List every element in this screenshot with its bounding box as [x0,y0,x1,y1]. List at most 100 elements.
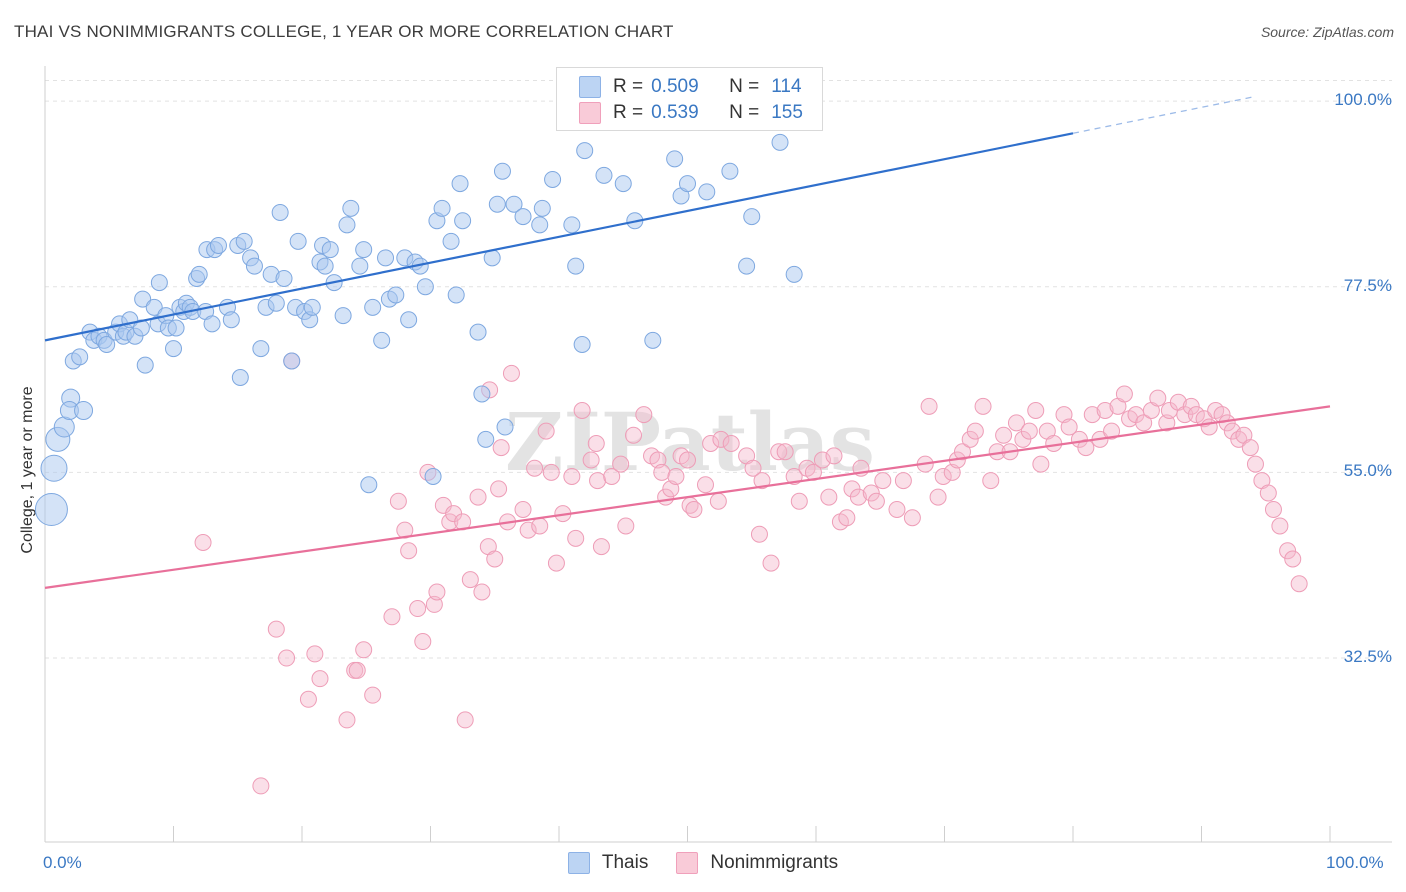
nonimmigrants-point [306,645,324,663]
nonimmigrants-point [953,443,971,461]
x-tick-label-max: 100.0% [1326,853,1384,872]
nonimmigrants-point [502,364,520,382]
nonimmigrants-point [929,488,947,506]
nonimmigrants-point [770,443,788,461]
thais-point [424,468,442,486]
thais-point [165,340,182,358]
nonimmigrants-point [414,633,432,651]
thais-point [477,430,495,448]
nonimmigrants-point [625,426,643,444]
r-label: R = [613,102,644,123]
nonimmigrants-point [635,406,653,424]
thais-swatch [567,852,590,874]
thais-point [209,236,227,254]
thais-point [576,142,594,160]
thais-point [533,199,551,217]
thais-point [771,133,789,151]
thais-point [351,257,369,275]
r-value: 0.509 [651,76,699,97]
thais-point [469,323,487,341]
nonimmigrants-point [709,492,727,510]
axes [44,66,1392,843]
nonimmigrants-point [389,492,407,510]
nonimmigrants-point [1290,575,1308,593]
thais-point [360,476,378,494]
thais-point [721,162,739,180]
nonimmigrants-point [299,690,317,708]
nonimmigrants-point [1149,389,1167,407]
nonimmigrants-point [1083,406,1101,424]
nonimmigrants-point [1096,401,1114,419]
nonimmigrants-point [252,777,270,795]
nonimmigrants-point [1060,418,1078,436]
nonimmigrants-point [653,463,671,481]
thais-point [505,195,523,213]
nonimmigrants-point [849,488,867,506]
nonimmigrants-point [267,620,285,638]
nonimmigrants-point [592,538,610,556]
nonimmigrants-point [903,509,921,527]
thais-point [488,195,506,213]
nonimmigrants-point [428,583,446,601]
thais-point [150,274,168,292]
thais-point [666,150,684,168]
thais-point [567,257,585,275]
thais-point [785,265,803,283]
nonimmigrants-point [667,468,685,486]
legend-item-thais[interactable]: Thais [567,852,649,874]
nonimmigrants-point [1264,501,1282,519]
nonimmigrants-point [982,472,1000,490]
nonimmigrants-point [486,550,504,568]
legend-label-thais: Thais [601,852,649,873]
thais-point [544,170,562,188]
nonimmigrants-swatch [676,852,699,874]
thais-point [190,265,208,283]
nonimmigrants-point [582,451,600,469]
nonimmigrants-point [1135,414,1153,432]
thais-point [433,199,451,217]
y-tick-label: 32.5% [1343,647,1392,666]
thais-point [342,199,360,217]
stats-legend: R = 0.509 N = 114 R = 0.539 N = 155 [556,67,823,131]
thais-point [496,418,514,436]
thais-point [698,183,716,201]
nonimmigrants-point [744,459,762,477]
nonimmigrants-point [409,600,427,618]
nonimmigrants-point [617,517,635,535]
thais-point [595,166,613,184]
nonimmigrants-point [1103,422,1121,440]
thais-point [136,356,154,374]
thais-point [203,315,221,333]
nonimmigrants-point [753,472,771,490]
nonimmigrants-point [920,397,938,415]
stats-row-nonimmigrants: R = 0.539 N = 155 [579,101,803,125]
thais-point [514,208,532,226]
nonimmigrants-point [679,451,696,469]
y-tick-label: 77.5% [1343,275,1392,295]
nonimmigrants-trend-line [44,405,1331,589]
thais-point [644,331,662,349]
thais-point [283,352,301,370]
nonimmigrants-point [838,509,856,527]
thais-point [74,400,94,420]
thais-point [303,298,321,316]
legend-item-nonimmigrants[interactable]: Nonimmigrants [676,852,838,874]
chart-title: THAI VS NONIMMIGRANTS COLLEGE, 1 YEAR OR… [14,22,674,41]
thais-point [289,232,307,250]
thais-point [563,216,581,234]
thais-point [252,340,270,358]
thais-point [271,203,289,221]
thais-point [275,269,293,287]
nonimmigrants-point [194,534,212,552]
nonimmigrants-point [1007,414,1025,432]
series-legend: Thais Nonimmigrants [0,852,1406,874]
nonimmigrants-point [825,447,843,465]
nonimmigrants-point [278,649,296,667]
nonimmigrants-point [702,434,720,452]
grid-lines [45,79,1392,659]
nonimmigrants-point [750,525,768,543]
thais-point [373,331,391,349]
nonimmigrants-point [685,501,703,519]
thais-point [134,290,152,308]
nonimmigrants-point [867,492,885,510]
